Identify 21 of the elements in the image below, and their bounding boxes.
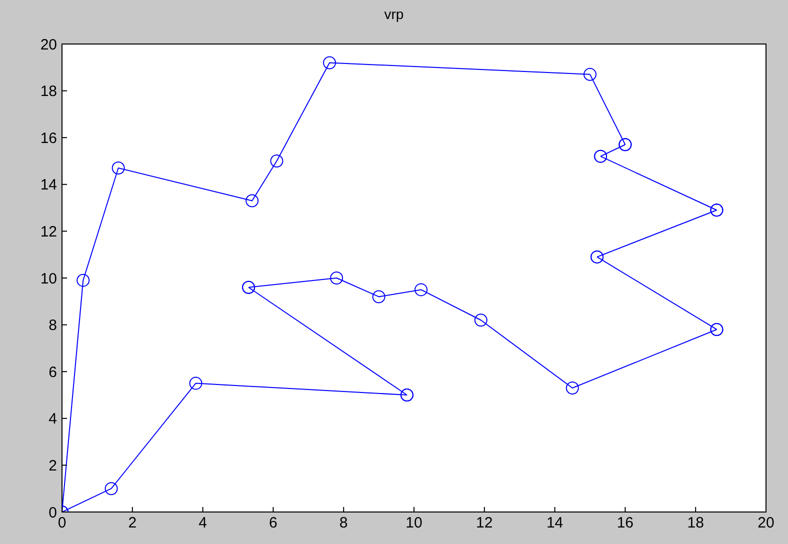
- x-tick-label: 20: [758, 514, 774, 532]
- y-tick-label: 10: [40, 270, 57, 288]
- x-tick-label: 12: [476, 514, 493, 532]
- x-tick-label: 2: [128, 514, 137, 532]
- y-tick-label: 4: [48, 410, 57, 428]
- chart-title: vrp: [383, 6, 405, 22]
- y-tick-label: 14: [40, 176, 57, 194]
- y-tick-label: 6: [48, 364, 57, 381]
- x-tick-label: 10: [406, 514, 422, 532]
- x-tick-label: 18: [687, 514, 704, 532]
- y-tick-label: 12: [40, 224, 57, 241]
- y-tick-label: 20: [40, 36, 57, 54]
- y-tick-label: 16: [40, 130, 57, 147]
- y-tick-label: 2: [48, 458, 57, 475]
- y-tick-label: 18: [40, 83, 57, 100]
- y-tick-label: 8: [48, 317, 57, 334]
- x-tick-label: 6: [269, 514, 278, 532]
- x-tick-label: 4: [198, 514, 207, 532]
- x-tick-label: 14: [546, 514, 564, 532]
- x-tick-label: 16: [616, 514, 634, 532]
- x-tick-label: 8: [339, 514, 348, 532]
